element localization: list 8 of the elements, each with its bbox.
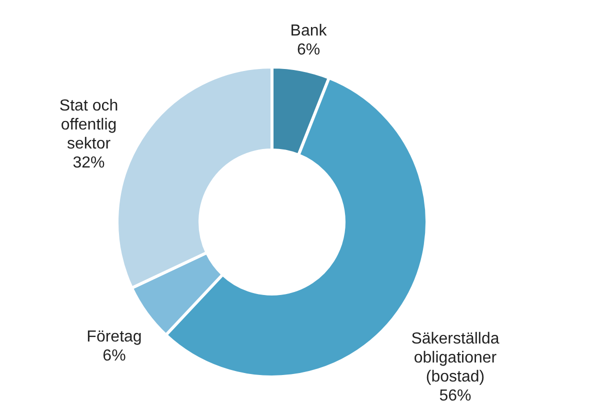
data-label: 32% xyxy=(72,154,105,172)
slice-label: Bank xyxy=(290,22,328,40)
data-label: 6% xyxy=(102,348,126,365)
data-label: 56% xyxy=(439,387,472,404)
slice-label: Företag xyxy=(86,328,142,346)
slice-label: Säkerställda obligationer (bostad) xyxy=(411,330,500,386)
data-label: 6% xyxy=(296,41,320,58)
slice-label: Stat och offentlig sektor xyxy=(59,98,118,153)
